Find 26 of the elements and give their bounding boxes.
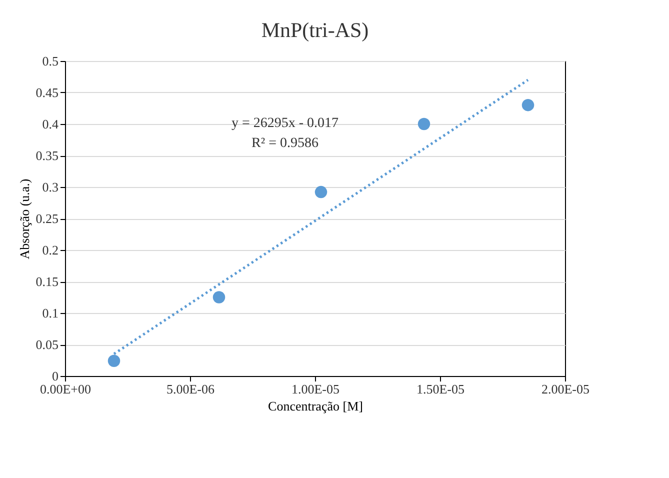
annotation: R² = 0.9586	[252, 136, 318, 151]
point	[522, 98, 534, 112]
y-tick-label: 0.45	[36, 85, 58, 100]
y-tick-label: 0.2	[42, 242, 58, 258]
x-axis-title: Concentração [M]	[268, 398, 363, 414]
y-tick-label: 0.35	[36, 148, 58, 163]
y-tick-label: 0.3	[42, 180, 58, 194]
x-tick-label: 5.00E-06	[166, 382, 216, 396]
chart-title: MnP(tri-AS)	[261, 18, 369, 42]
point	[418, 118, 430, 130]
y-tick-label: 0	[52, 368, 58, 384]
x-tick-label: 1.00E-05	[291, 382, 340, 396]
y-axis-title: Absorção (u.a.)	[16, 178, 32, 260]
point	[108, 354, 120, 367]
point	[212, 291, 226, 304]
y-tick-label: 0.4	[42, 116, 59, 132]
annotation: y = 26295x - 0.017	[231, 116, 339, 131]
y-tick-label: 0.15	[36, 274, 58, 289]
x-tick-label: 0.00E+00	[40, 382, 92, 396]
x-tick-label: 2.00E-05	[541, 382, 590, 396]
point	[314, 186, 328, 198]
y-tick-label: 0.25	[36, 211, 58, 226]
y-tick-label: 0.05	[36, 337, 58, 352]
x-tick-label: 1.50E-05	[416, 382, 465, 396]
y-tick-label: 0.5	[42, 54, 58, 68]
y-tick-label: 0.1	[42, 306, 58, 320]
